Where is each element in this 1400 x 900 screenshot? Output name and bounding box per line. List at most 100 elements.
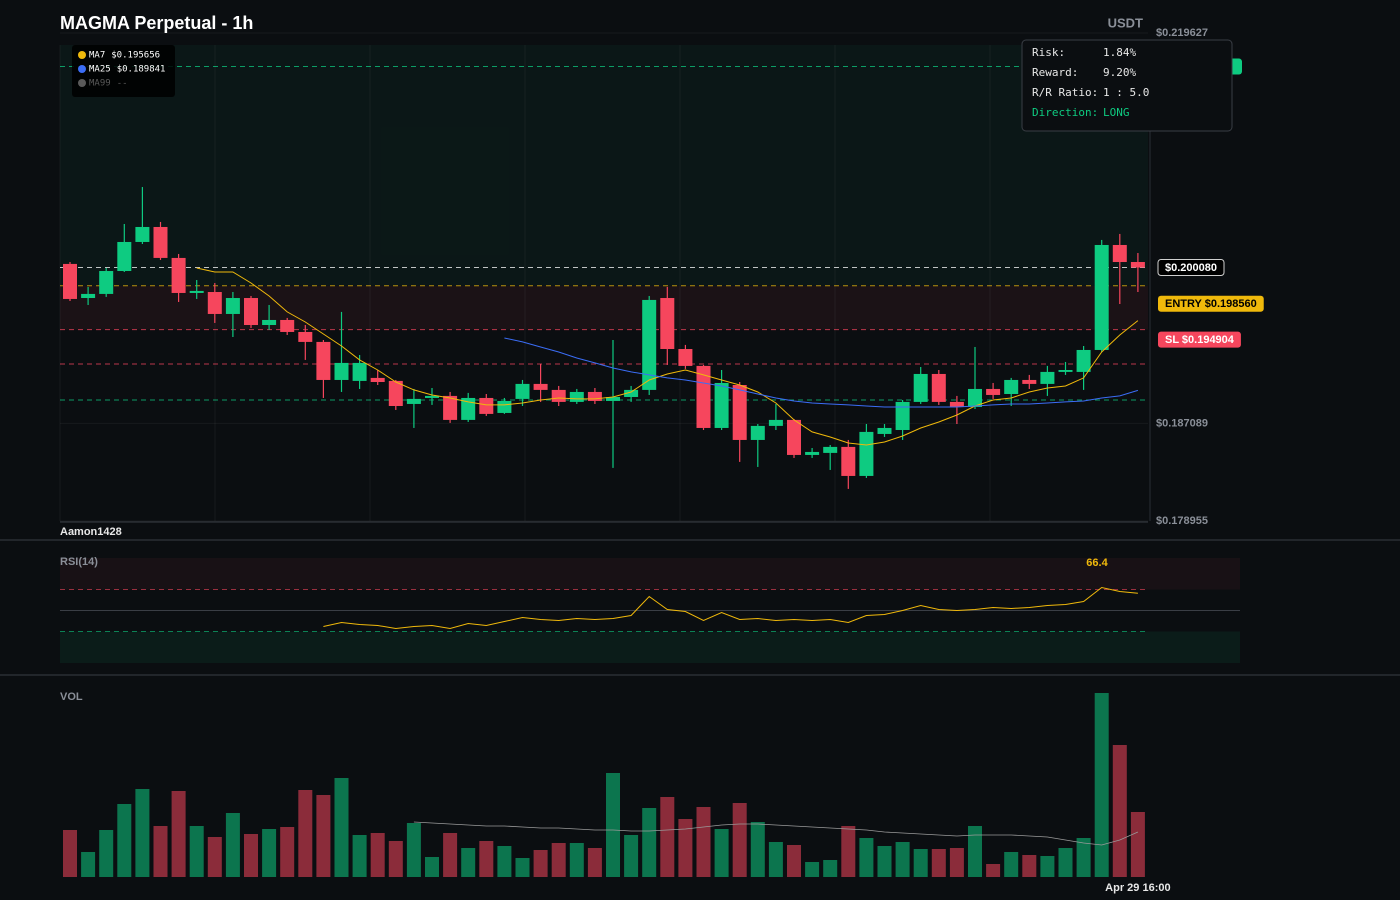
candle-body — [750, 425, 765, 440]
candle-body — [931, 373, 946, 402]
candle-body — [1112, 244, 1127, 263]
volume-bar — [606, 773, 620, 877]
candle-body — [316, 341, 331, 380]
volume-bar — [569, 843, 584, 877]
candle-body — [189, 290, 204, 293]
volume-ma-line — [413, 821, 1139, 846]
volume-bar — [334, 778, 349, 877]
volume-bar — [805, 862, 820, 877]
volume-bar — [1022, 855, 1037, 877]
volume-bar — [388, 841, 403, 877]
volume-bar — [587, 848, 602, 877]
candle-body — [117, 241, 132, 272]
candle-body — [370, 377, 385, 382]
candle-body — [81, 293, 96, 299]
legend-name: MA7 — [89, 51, 105, 61]
volume-bar — [750, 822, 765, 877]
candle-body — [1004, 379, 1019, 394]
trade-panel-box — [1021, 39, 1233, 132]
volume-bar — [678, 819, 693, 877]
volume-bar — [1040, 856, 1055, 877]
candle-body — [533, 383, 548, 390]
candle-body — [877, 427, 892, 434]
chart-title: MAGMA Perpetual - 1h — [60, 13, 253, 33]
candle-body — [1130, 262, 1145, 268]
volume-bar — [968, 826, 982, 877]
candle-body — [461, 397, 476, 420]
y-tick-label: $0.178955 — [1156, 515, 1208, 527]
candle-body — [986, 388, 1001, 395]
volume-bar — [913, 849, 928, 877]
volume-bar — [1094, 693, 1109, 877]
candle-body — [171, 257, 186, 293]
candle-body — [841, 446, 856, 476]
x-tick-label: Apr 29 16:00 — [1105, 882, 1170, 894]
candle-body — [298, 331, 313, 342]
candle-body — [1022, 379, 1037, 384]
candle-body — [696, 365, 711, 428]
volume-bar — [787, 845, 801, 877]
rsi-value-label: 66.4 — [1086, 557, 1108, 569]
volume-bar — [895, 842, 910, 877]
volume-bar — [81, 852, 96, 877]
trade-panel-value: 1 : 5.0 — [1103, 86, 1149, 99]
volume-bar — [370, 833, 385, 877]
candle-body — [425, 395, 439, 398]
volume-bar — [986, 864, 1001, 877]
rsi-line — [323, 586, 1138, 630]
candle-body — [714, 382, 729, 428]
candle-body — [569, 391, 584, 402]
volume-bar — [262, 829, 277, 877]
loss-zone — [60, 285, 1148, 330]
volume-bar — [425, 857, 439, 877]
volume-bar — [877, 846, 892, 877]
legend-value: -- — [117, 79, 128, 89]
candle-body — [334, 362, 349, 380]
volume-bar — [515, 858, 530, 877]
candle-body — [99, 271, 114, 294]
candle-body — [642, 299, 657, 390]
candle-body — [587, 391, 602, 401]
candle-body — [805, 451, 820, 455]
volume-bar — [1130, 812, 1145, 877]
legend-name: MA99 — [89, 79, 111, 89]
candle-body — [1094, 244, 1109, 350]
legend-value: $0.189841 — [117, 65, 166, 75]
candle-body — [1058, 369, 1073, 372]
candle-body — [515, 383, 530, 399]
currency-label: USDT — [1108, 15, 1143, 30]
volume-bar — [352, 835, 367, 877]
trade-panel-label: R/R Ratio: — [1032, 86, 1098, 99]
candle-body — [262, 319, 277, 326]
candle-body — [1040, 371, 1055, 384]
volume-bar — [841, 826, 856, 877]
candle-body — [551, 389, 566, 402]
volume-bar — [642, 808, 657, 877]
candle-body — [63, 263, 77, 299]
price-tag-box — [1157, 259, 1225, 277]
candle-body — [406, 398, 421, 404]
volume-bar — [1004, 852, 1019, 877]
volume-bar — [714, 829, 729, 877]
price-tag: SL $0.194904 — [1158, 331, 1241, 348]
rsi-overbought-zone — [60, 558, 1240, 590]
volume-bar — [533, 850, 548, 877]
volume-bar — [316, 795, 331, 877]
candle-body — [225, 298, 240, 314]
trade-panel-label: Direction: — [1032, 106, 1098, 119]
candle-body — [895, 401, 910, 430]
candle-body — [768, 419, 783, 426]
trade-panel-value: LONG — [1103, 106, 1130, 119]
volume-bar — [931, 849, 946, 877]
candle-body — [968, 388, 982, 407]
volume-bar — [189, 826, 204, 877]
price-tag-label: ENTRY $0.198560 — [1165, 298, 1257, 310]
volume-bar — [171, 791, 186, 877]
candle-body — [479, 397, 494, 414]
price-tag-box — [1158, 331, 1241, 348]
candle-body — [823, 446, 838, 453]
volume-bar — [479, 841, 494, 877]
